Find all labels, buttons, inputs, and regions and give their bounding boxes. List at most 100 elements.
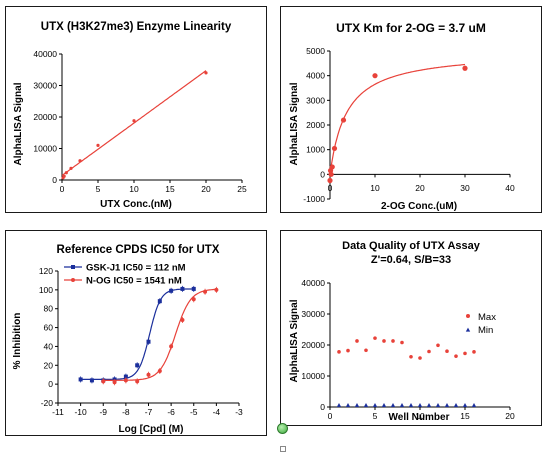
data-point [169,288,174,293]
y-tick-label: -20 [41,398,54,408]
panel-enzyme-linearity: UTX (H3K27me3) Enzyme Linearity UTX Conc… [5,6,267,213]
data-point [426,403,432,408]
data-point [463,351,467,356]
data-point [336,403,342,408]
y-tick-label: 20 [44,360,54,370]
x-tick-label: 40 [505,183,515,193]
data-point [337,350,341,354]
x-axis-label: 2-OG Conc.(uM) [381,201,457,212]
data-point [329,164,335,170]
y-tick-label: 0 [48,379,53,389]
y-tick-label: 10000 [301,371,325,381]
data-point [331,145,338,152]
data-point [96,143,100,147]
x-tick-label: 30 [460,183,470,193]
data-point [78,159,82,163]
data-point [372,403,378,408]
x-tick-label: -8 [122,407,130,417]
legend-label: Max [478,312,496,323]
fit-curve [329,63,466,175]
data-point [214,287,219,292]
data-point [146,372,151,377]
chart-title: UTX Km for 2-OG = 3.7 uM [336,21,486,35]
data-point [327,177,333,184]
data-point [400,340,404,345]
fit-line [61,70,207,176]
x-tick-label: 20 [201,184,211,194]
data-point [409,354,413,359]
x-tick-label: 15 [165,184,175,194]
resize-handle[interactable] [280,446,286,452]
data-point [444,403,450,408]
data-point [123,378,128,383]
chart-title: Reference CPDS IC50 for UTX [57,244,220,256]
x-tick-label: -7 [145,407,153,417]
chart-km-2og: UTX Km for 2-OG = 3.7 uM 2-OG Conc.(uM) … [289,21,515,212]
data-point [471,403,477,408]
data-point [89,378,94,383]
chart-enzyme-linearity: UTX (H3K27me3) Enzyme Linearity UTX Conc… [13,21,247,210]
y-tick-label: 10000 [33,144,57,154]
x-tick-label: 20 [415,183,425,193]
x-tick-label: -9 [99,407,107,417]
x-tick-label: 20 [505,411,515,421]
data-point [354,403,360,408]
x-axis-label: Log [Cpd] (M) [119,424,184,435]
data-point [453,403,459,408]
x-tick-label: 0 [60,184,65,194]
y-tick-label: 5000 [306,46,325,56]
data-point [364,348,368,353]
data-point [180,286,185,291]
legend-label: N-OG IC50 = 1541 nM [86,276,182,287]
legend-marker [465,327,471,332]
y-tick-label: 4000 [306,71,325,81]
x-axis-label: UTX Conc.(nM) [100,199,172,210]
y-axis-label: AlphaLISA Signal [289,82,300,165]
data-point [101,379,106,384]
data-point [345,403,351,408]
y-axis-label: % Inhibition [12,313,23,370]
y-tick-label: 40 [44,341,54,351]
y-tick-label: 100 [39,285,53,295]
data-point [363,403,369,408]
data-point [191,297,196,302]
legend-label: Min [478,325,493,336]
y-tick-label: 120 [39,266,53,276]
x-tick-label: -11 [52,407,64,417]
data-point [436,343,440,348]
data-point [417,403,423,408]
y-tick-label: 3000 [306,95,325,105]
data-point [69,166,73,170]
x-tick-label: 25 [237,184,247,194]
y-tick-label: 60 [44,323,54,333]
x-tick-label: -10 [74,407,87,417]
data-point [355,339,359,343]
data-point [204,71,208,75]
data-point [135,379,140,384]
y-tick-label: 0 [320,402,325,412]
y-tick-label: 0 [320,169,325,179]
legend-marker [71,265,75,269]
legend-marker [71,278,75,282]
data-point [381,403,387,408]
data-point [146,339,151,344]
y-tick-label: -1000 [303,194,325,204]
data-point [382,339,386,343]
data-point [340,117,347,123]
data-point [454,354,458,358]
x-tick-label: 0 [328,411,333,421]
data-point [203,289,208,294]
data-point [157,368,162,373]
y-tick-label: 80 [44,304,54,314]
data-point [78,377,83,382]
x-tick-label: 10 [415,411,425,421]
legend-label: GSK-J1 IC50 = 112 nM [86,263,186,274]
rotate-handle[interactable] [277,423,288,434]
data-point [373,336,377,340]
x-tick-label: -5 [190,407,198,417]
data-point [135,363,140,368]
data-point [462,403,468,408]
y-tick-label: 1000 [306,145,325,155]
y-axis-label: AlphaLISA Signal [13,82,24,165]
data-point [346,348,350,353]
